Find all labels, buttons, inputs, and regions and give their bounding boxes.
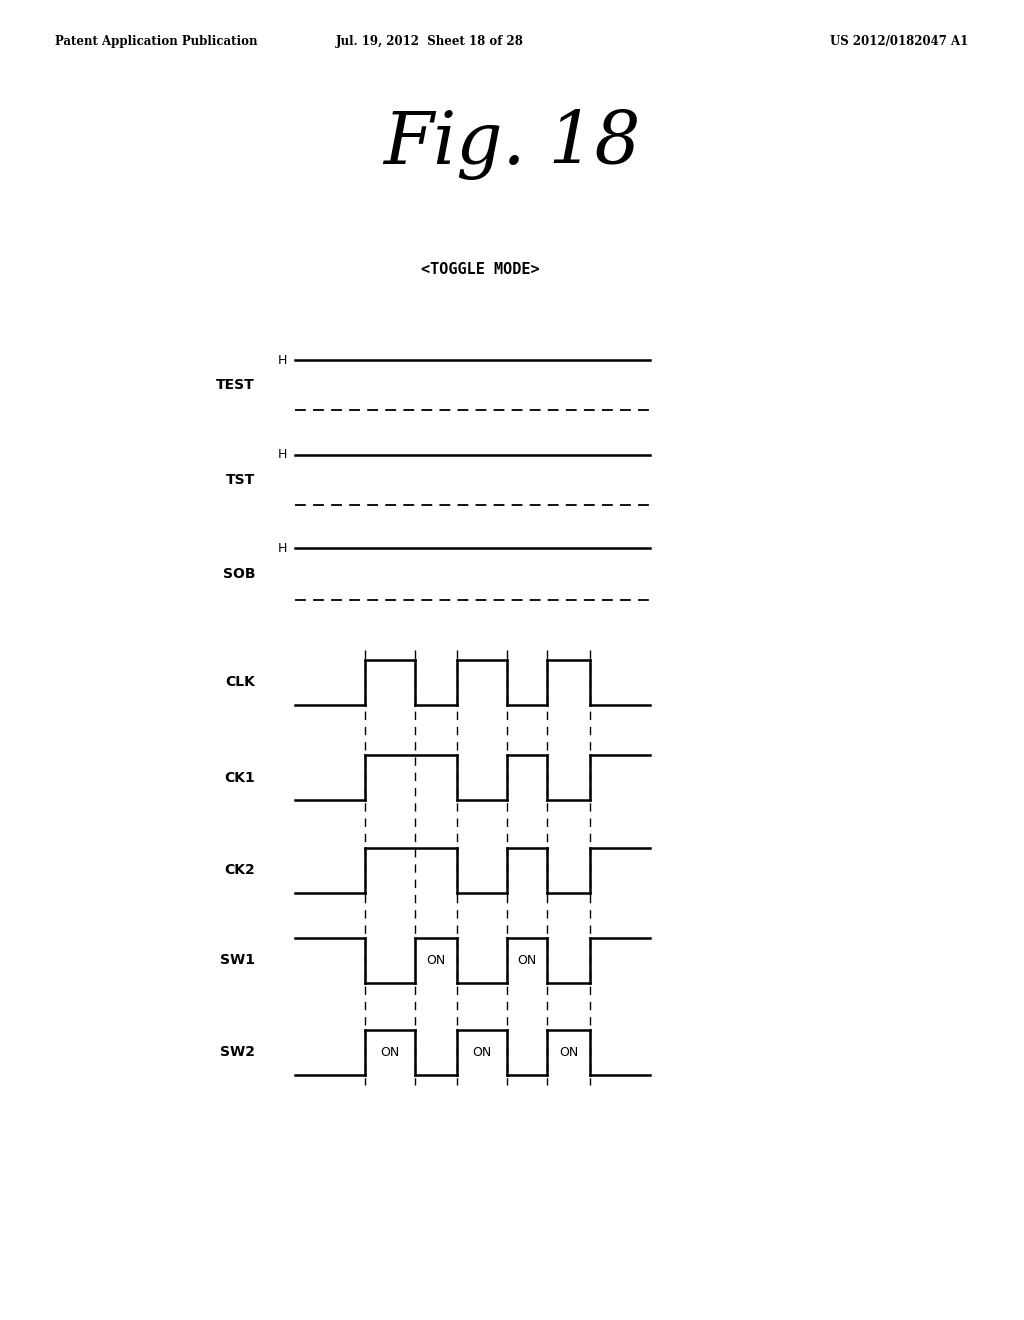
Text: ON: ON [426,954,445,968]
Text: H: H [278,541,287,554]
Text: Jul. 19, 2012  Sheet 18 of 28: Jul. 19, 2012 Sheet 18 of 28 [336,36,524,49]
Text: CK1: CK1 [224,771,255,784]
Text: CLK: CLK [225,676,255,689]
Text: SW2: SW2 [220,1045,255,1060]
Text: ON: ON [559,1045,579,1059]
Text: US 2012/0182047 A1: US 2012/0182047 A1 [830,36,969,49]
Text: ON: ON [517,954,537,968]
Text: SOB: SOB [222,568,255,581]
Text: H: H [278,354,287,367]
Text: ON: ON [380,1045,399,1059]
Text: Patent Application Publication: Patent Application Publication [55,36,257,49]
Text: TST: TST [225,473,255,487]
Text: TEST: TEST [216,378,255,392]
Text: H: H [278,449,287,462]
Text: SW1: SW1 [220,953,255,968]
Text: CK2: CK2 [224,863,255,878]
Text: Fig. 18: Fig. 18 [383,110,641,181]
Text: ON: ON [472,1045,492,1059]
Text: <TOGGLE MODE>: <TOGGLE MODE> [421,263,540,277]
